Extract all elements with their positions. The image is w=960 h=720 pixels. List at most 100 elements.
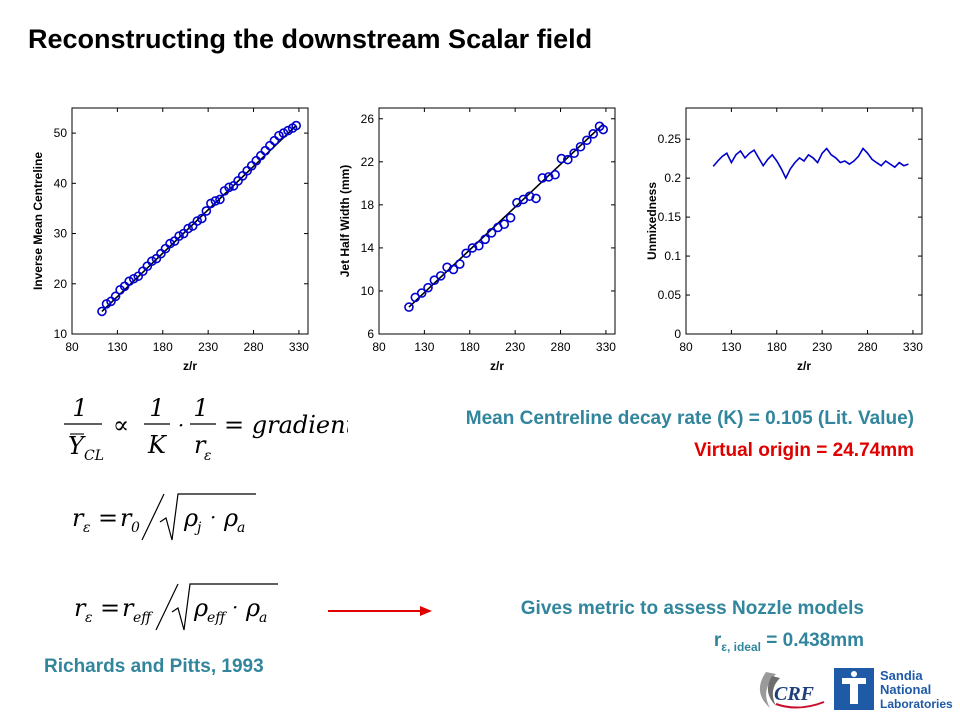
data-point	[416, 288, 427, 298]
eq3-dot: ·	[232, 595, 238, 619]
y-axis-label: Inverse Mean Centreline	[31, 152, 45, 290]
eq2-rho-j-sub: j	[194, 520, 202, 536]
x-axis-label: z/r	[183, 359, 197, 373]
equation-r-epsilon-eff: r ε = r eff ρ eff · ρ a	[70, 578, 290, 638]
x-tick-label: 180	[153, 340, 173, 354]
virtual-origin-text: Virtual origin = 24.74mm	[694, 440, 914, 461]
eq2-equals: =	[98, 504, 118, 532]
sandia-logo-line3: Laboratories	[880, 697, 953, 711]
eq3-lhs-sub: ε	[85, 610, 93, 626]
x-tick-label: 230	[505, 340, 525, 354]
eq2-lhs-sub: ε	[83, 520, 91, 536]
data-point	[291, 120, 302, 131]
data-point	[537, 173, 548, 183]
r-ideal-subscript: ε, ideal	[721, 639, 761, 654]
data-point	[224, 182, 234, 193]
x-tick-label: 280	[858, 340, 878, 354]
y-tick-label: 50	[54, 126, 68, 140]
data-point	[215, 194, 225, 205]
x-tick-label: 130	[721, 340, 741, 354]
data-point	[550, 169, 560, 180]
data-point	[474, 240, 484, 251]
eq3-rho-a-sub: a	[259, 610, 267, 626]
eq2-r0-sub: 0	[131, 520, 140, 536]
data-point	[429, 275, 440, 285]
x-tick-label: 80	[679, 340, 693, 354]
x-tick-label: 330	[903, 340, 923, 354]
x-tick-label: 80	[372, 340, 386, 354]
y-tick-label: 40	[54, 176, 68, 190]
equation-r-epsilon-jet: r ε = r 0 ρ j · ρ a	[68, 488, 268, 548]
y-tick-label: 10	[54, 327, 68, 341]
citation-text: Richards and Pitts, 1993	[44, 656, 264, 677]
y-tick-label: 0.1	[664, 249, 681, 263]
eq2-r0: r	[120, 504, 133, 532]
y-tick-label: 26	[361, 112, 375, 126]
data-point	[486, 228, 497, 238]
eq2-lhs: r	[72, 504, 85, 532]
data-point	[210, 196, 221, 206]
decay-rate-text: Mean Centreline decay rate (K) = 0.105 (…	[465, 408, 914, 429]
eq1-k-numerator: 1	[149, 394, 164, 422]
data-point	[582, 135, 592, 146]
eq3-reff-sub: eff	[133, 610, 153, 626]
eq1-lhs-den-var: Y	[68, 432, 86, 460]
data-point	[598, 124, 609, 135]
eq1-lhs-den-sub: CL	[84, 448, 104, 464]
plot-frame	[378, 107, 616, 335]
y-tick-label: 0.15	[658, 210, 682, 224]
sandia-logo-line2: National	[880, 682, 931, 697]
y-tick-label: 0.2	[664, 171, 681, 185]
data-point	[423, 282, 433, 293]
data-point	[467, 243, 478, 253]
y-tick-label: 14	[361, 241, 375, 255]
y-tick-label: 20	[54, 277, 68, 291]
series-line	[712, 147, 909, 180]
slide-title: Reconstructing the downstream Scalar fie…	[28, 24, 593, 54]
data-point	[461, 248, 471, 259]
eq1-r-denominator: r	[194, 431, 207, 459]
x-tick-label: 180	[767, 340, 787, 354]
eq3-rho-eff: ρ	[193, 594, 208, 622]
y-tick-label: 22	[361, 155, 375, 169]
plot-jet-half-width-svg: 80 130 180 230 280 330 6 10 14 18 22 26 z/r Jet Half …	[338, 107, 616, 373]
data-point	[563, 154, 573, 165]
r-ideal-value: = 0.438mm	[761, 630, 864, 651]
data-point	[543, 172, 554, 182]
metric-text: Gives metric to assess Nozzle models	[520, 598, 864, 619]
data-point	[454, 259, 465, 269]
eq3-rho-eff-sub: eff	[207, 610, 227, 626]
x-tick-label: 130	[414, 340, 434, 354]
eq1-lhs-numerator: 1	[72, 394, 87, 422]
eq1-k-denominator: K	[147, 431, 168, 459]
sandia-logo-line1: Sandia	[880, 668, 923, 683]
x-axis-label: z/r	[490, 359, 504, 373]
y-tick-label: 6	[367, 327, 374, 341]
data-point	[556, 153, 567, 164]
plot-jet-half-width: 80 130 180 230 280 330 6 10 14 18 22 26 z/r Jet Half …	[327, 98, 627, 383]
eq2-rho-a-sub: a	[237, 520, 245, 536]
x-tick-label: 180	[460, 340, 480, 354]
equation-gradient: 1 Y CL ∝ 1 K · 1 r ε = gradient	[58, 390, 356, 468]
eq3-equals: =	[100, 594, 120, 622]
plot-unmixedness-svg: 80 130 180 230 280 330 0 0.05 0.1 0.15 0.2 0.25 z/r U…	[645, 107, 923, 373]
y-tick-label: 18	[361, 198, 375, 212]
x-tick-label: 230	[198, 340, 218, 354]
data-point	[575, 141, 586, 152]
x-tick-label: 280	[551, 340, 571, 354]
y-axis-label: Unmixedness	[645, 182, 659, 260]
y-tick-label: 30	[54, 227, 68, 241]
eq1-r-numerator: 1	[193, 394, 208, 422]
data-point	[410, 292, 421, 303]
x-tick-label: 230	[812, 340, 832, 354]
x-tick-label: 130	[107, 340, 127, 354]
data-point	[524, 191, 535, 202]
data-point	[480, 234, 490, 245]
eq1-rhs: = gradient	[224, 411, 348, 439]
data-point	[97, 306, 107, 317]
y-tick-label: 0	[674, 327, 681, 341]
eq2-rho-j: ρ	[183, 504, 198, 532]
eq3-rho-a: ρ	[245, 594, 260, 622]
plot-inverse-centreline-svg: 80 130 180 230 280 330 10 20 30 40 50 z/r Inverse Me…	[31, 107, 309, 373]
data-point	[499, 219, 510, 230]
